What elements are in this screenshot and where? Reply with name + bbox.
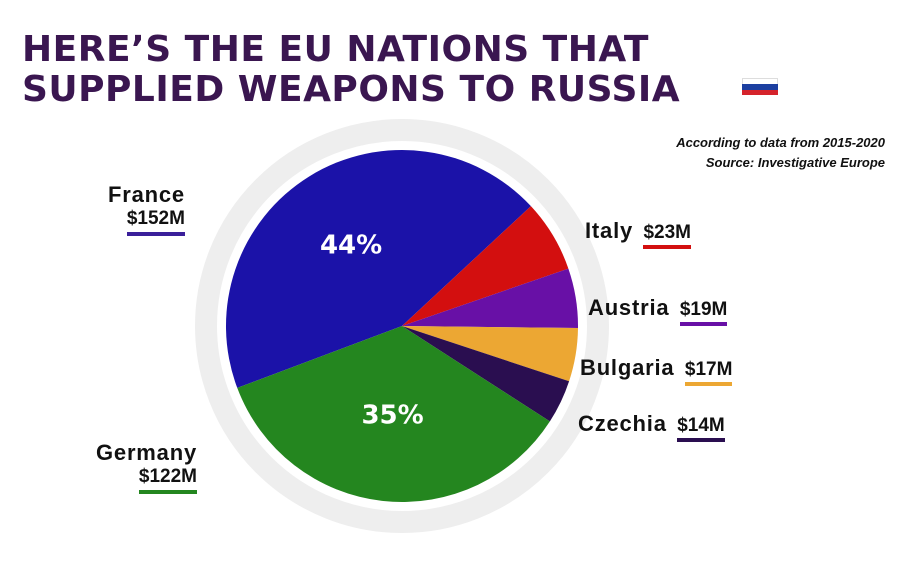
pie-outer-ring-circle <box>195 119 609 533</box>
label-czechia: Czechia $14M <box>578 411 725 442</box>
label-italy: Italy $23M <box>585 218 692 249</box>
pie-slice-italy <box>402 206 569 326</box>
label-germany-name: Germany <box>96 440 197 465</box>
flag-stripe-white <box>742 78 778 85</box>
flag-stripe-blue <box>742 84 778 90</box>
label-germany: Germany $122M <box>96 440 197 494</box>
russia-flag-icon <box>742 78 778 95</box>
label-czechia-name: Czechia <box>578 411 667 436</box>
pie-percent-label-germany: 35% <box>361 401 423 431</box>
title-line-1: HERE’S THE EU NATIONS THAT <box>22 29 649 70</box>
subtitle-source: Source: Investigative Europe <box>705 155 885 170</box>
pie-percent-labels: 44% 35% <box>320 231 424 431</box>
label-germany-value: $122M <box>138 466 197 494</box>
label-austria-name: Austria <box>588 295 670 320</box>
label-bulgaria-name: Bulgaria <box>580 355 675 380</box>
pie-percent-label-france: 44% <box>320 231 382 261</box>
pie-slice-germany <box>237 326 550 503</box>
label-italy-name: Italy <box>585 218 634 243</box>
label-france-value: $152M <box>126 208 185 236</box>
pie-slice-austria <box>402 268 579 329</box>
chart-subtitle: According to data from 2015-2020 Source:… <box>676 133 885 173</box>
subtitle-date-range: According to data from 2015-2020 <box>676 135 885 150</box>
label-bulgaria: Bulgaria $17M <box>580 355 733 386</box>
label-france: France $152M <box>108 182 185 236</box>
title-line-2: SUPPLIED WEAPONS TO RUSSIA <box>22 69 681 110</box>
flag-stripe-red <box>742 89 778 95</box>
label-france-name: France <box>108 182 185 207</box>
label-bulgaria-value: $17M <box>684 359 733 386</box>
label-austria-value: $19M <box>679 299 728 326</box>
label-italy-value: $23M <box>643 222 692 249</box>
pie-slice-france <box>225 149 531 388</box>
pie-outer-ring <box>195 119 609 533</box>
pie-slice-bulgaria <box>402 326 578 382</box>
pie-slices <box>225 149 579 503</box>
label-czechia-value: $14M <box>677 415 725 442</box>
pie-slice-czechia <box>402 326 570 422</box>
label-austria: Austria $19M <box>588 295 728 326</box>
chart-title: HERE’S THE EU NATIONS THAT SUPPLIED WEAP… <box>22 30 680 110</box>
